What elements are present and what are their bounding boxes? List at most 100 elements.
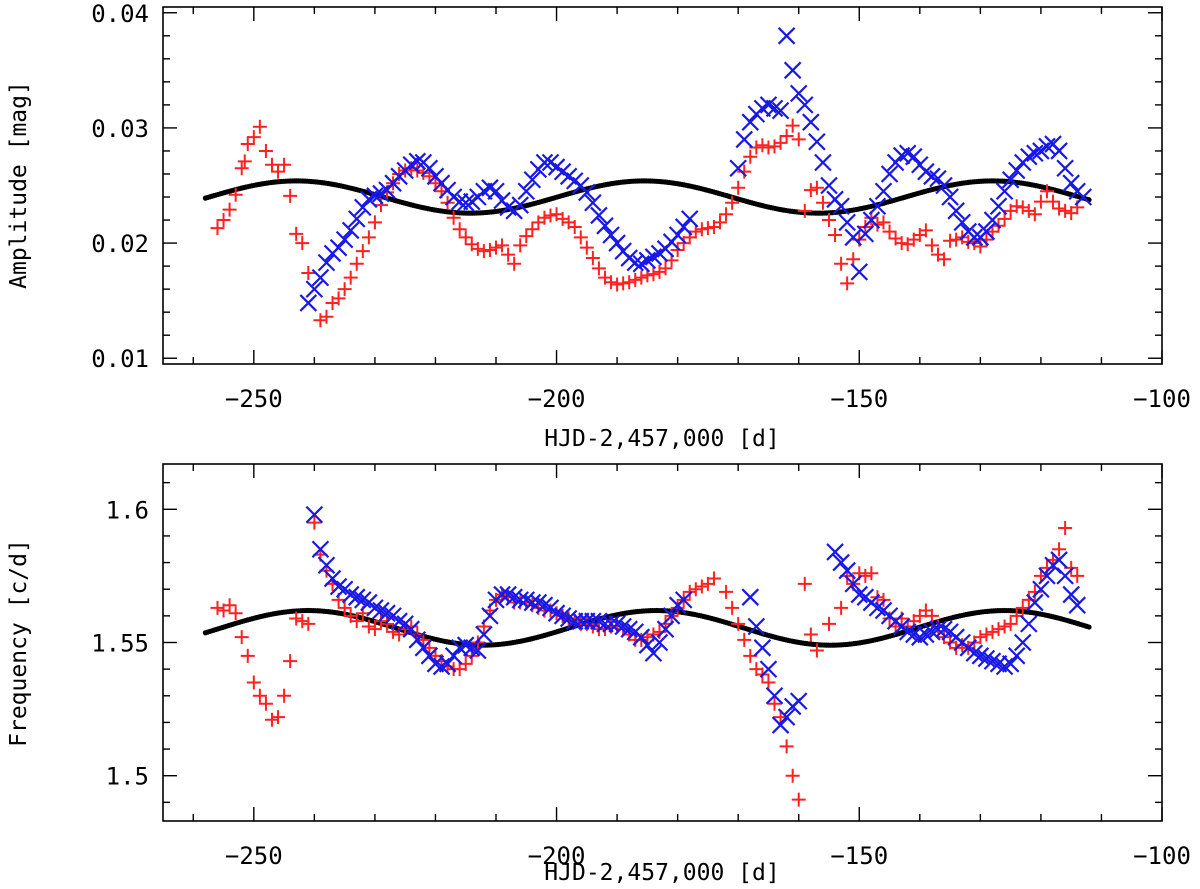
blue-cross-point	[935, 176, 953, 195]
blue-cross-point	[1007, 161, 1026, 180]
red-plus-point	[779, 739, 794, 754]
blue-cross-point	[347, 210, 366, 228]
blue-cross-point	[1062, 174, 1080, 192]
y-tick-label: 1.55	[91, 630, 149, 658]
red-plus-point	[452, 222, 467, 237]
blue-cross-point	[1038, 137, 1056, 156]
blue-cross-point	[329, 577, 348, 596]
blue-cross-point	[481, 607, 499, 625]
blue-cross-point	[644, 644, 663, 662]
red-plus-point	[840, 276, 855, 291]
red-plus-point	[634, 270, 649, 285]
red-plus-point	[767, 696, 782, 711]
blue-cross-point	[868, 197, 887, 216]
red-plus-point	[616, 276, 631, 291]
y-tick-label: 0.01	[91, 345, 149, 373]
frequency-y-tick-labels: 1.5 1.55 1.6	[91, 496, 149, 790]
red-plus-point	[997, 211, 1012, 226]
red-plus-point	[222, 202, 237, 217]
red-plus-point	[470, 241, 485, 256]
red-plus-point	[658, 261, 673, 276]
blue-cross-point	[1001, 170, 1020, 189]
blue-cross-point	[517, 182, 536, 201]
red-plus-point	[240, 648, 255, 663]
red-plus-point	[482, 242, 497, 257]
blue-cross-point	[438, 655, 457, 673]
blue-cross-point	[469, 641, 487, 660]
model-curve-point	[1086, 624, 1092, 630]
y-tick-label: 0.02	[91, 230, 149, 258]
blue-cross-point	[838, 213, 856, 232]
red-plus-point	[694, 222, 709, 237]
red-plus-point	[791, 792, 806, 807]
red-plus-point	[694, 579, 709, 594]
red-plus-point	[1052, 201, 1067, 216]
blue-cross-point	[917, 625, 935, 644]
blue-cross-point	[880, 165, 899, 183]
red-plus-point	[713, 215, 728, 230]
red-plus-point	[688, 224, 703, 239]
blue-cross-point	[832, 197, 850, 216]
blue-cross-point	[299, 294, 318, 312]
red-plus-point	[277, 688, 292, 703]
red-plus-point	[210, 600, 225, 615]
blue-cross-point	[456, 636, 475, 654]
blue-cross-point	[584, 193, 602, 212]
red-plus-point	[797, 576, 812, 591]
y-tick-label: 1.6	[106, 496, 149, 524]
blue-cross-point	[317, 253, 336, 272]
red-plus-point	[373, 614, 388, 629]
y-tick-label: 0.04	[91, 0, 149, 28]
blue-cross-point	[402, 620, 421, 638]
blue-cross-point	[590, 206, 608, 225]
red-plus-point	[289, 611, 304, 626]
blue-cross-point	[408, 631, 427, 649]
red-plus-point	[573, 230, 588, 245]
blue-cross-point	[553, 607, 572, 625]
amplitude-x-tick-labels: −250 −200 −150 −100	[225, 385, 1191, 413]
red-plus-point	[228, 606, 243, 621]
blue-cross-point	[347, 588, 366, 606]
blue-cross-point	[535, 596, 554, 614]
red-plus-point	[918, 223, 933, 238]
y-tick-label: 0.03	[91, 115, 149, 143]
blue-cross-point	[596, 217, 614, 235]
red-plus-point	[882, 224, 897, 239]
blue-cross-point	[1074, 188, 1093, 206]
blue-cross-point	[904, 147, 923, 166]
red-plus-point	[646, 267, 661, 282]
blue-cross-point	[747, 617, 766, 636]
blue-cross-point	[777, 708, 796, 726]
red-plus-point	[1064, 206, 1079, 221]
red-plus-point	[567, 219, 582, 234]
red-plus-point	[1070, 568, 1085, 583]
blue-cross-point	[608, 234, 626, 252]
red-plus-point	[676, 236, 691, 251]
red-plus-point	[719, 584, 734, 599]
red-plus-point	[737, 632, 752, 647]
blue-cross-point	[341, 221, 360, 240]
red-plus-point	[719, 207, 734, 222]
red-plus-point	[271, 164, 286, 179]
red-plus-point	[1039, 184, 1054, 199]
blue-cross-point	[1068, 596, 1087, 614]
blue-cross-point	[535, 153, 554, 172]
blue-cross-point	[820, 176, 838, 195]
red-plus-point	[264, 157, 279, 172]
y-tick-label: 1.5	[106, 763, 149, 791]
blue-cross-point	[1038, 567, 1056, 585]
x-tick-label: −250	[225, 842, 283, 870]
blue-cross-point	[789, 692, 808, 710]
blue-cross-point	[578, 183, 596, 202]
red-plus-point	[1058, 203, 1073, 218]
red-plus-point	[361, 230, 376, 245]
red-plus-point	[295, 236, 310, 251]
red-plus-point	[894, 236, 909, 251]
blue-cross-point	[1032, 580, 1050, 598]
red-plus-point	[731, 180, 746, 195]
red-plus-point	[495, 238, 510, 253]
blue-cross-point	[1007, 647, 1026, 665]
red-plus-point	[246, 130, 261, 145]
red-plus-point	[979, 627, 994, 642]
red-plus-point	[349, 256, 364, 271]
